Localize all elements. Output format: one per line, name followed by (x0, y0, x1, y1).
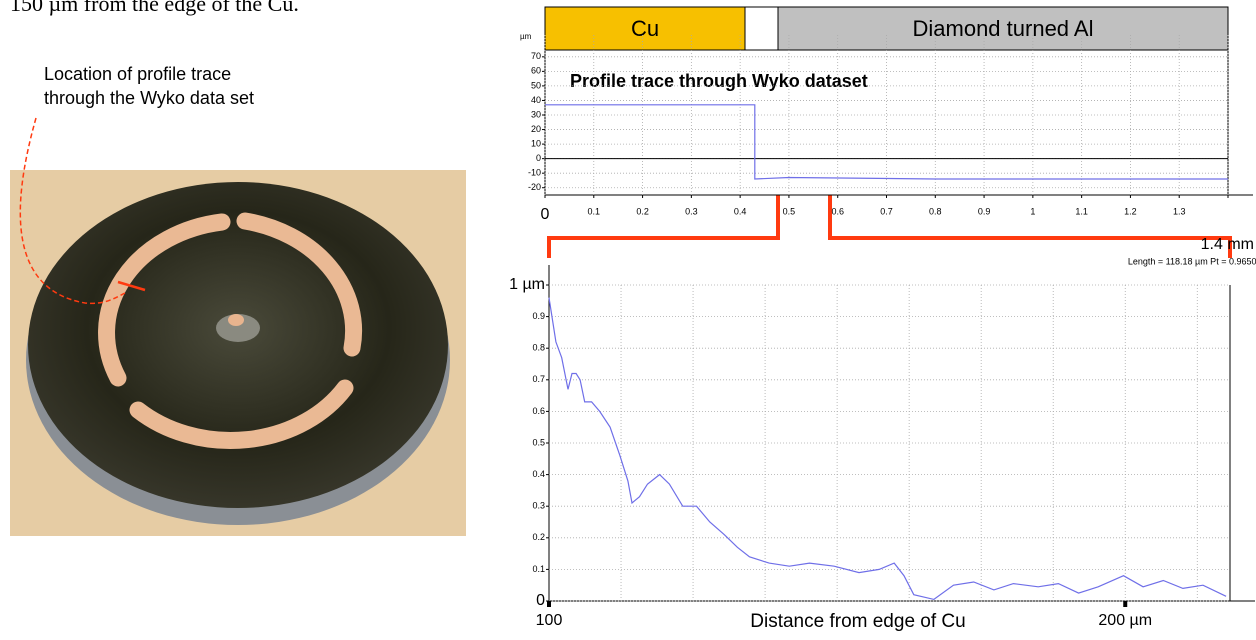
zoom-connector (549, 195, 1230, 258)
x-tick-label: 0.9 (978, 206, 991, 216)
y-tick-label: -20 (528, 182, 541, 192)
y-tick-label: 10 (531, 138, 541, 148)
y-tick-label: 0.5 (532, 437, 545, 447)
x-tick-label: 0.4 (734, 206, 747, 216)
x-tick-label: 1.2 (1124, 206, 1137, 216)
y-tick-label: 0.1 (532, 564, 545, 574)
y-tick-label: 0.9 (532, 311, 545, 321)
y-tick-label: 60 (531, 66, 541, 76)
x-tick-label: 1.1 (1075, 206, 1088, 216)
y-tick-label: 0 (536, 153, 541, 163)
x-tick-label: 0.2 (636, 206, 649, 216)
slide: 150 µm from the edge of the Cu. Location… (0, 0, 1256, 640)
y-tick-label: 20 (531, 124, 541, 134)
y-tick-label: 0.2 (532, 532, 545, 542)
y-tick-label: 0.3 (532, 501, 545, 511)
y-tick-label: 0 (536, 592, 545, 609)
y-tick-label: 70 (531, 51, 541, 61)
x-tick-label: 100 (536, 612, 563, 629)
y-tick-label: 0.7 (532, 374, 545, 384)
region-bar: Cu Diamond turned Al (545, 7, 1228, 50)
y-axis-label: µm (520, 32, 532, 41)
region-gap (745, 7, 778, 50)
y-tick-label: 30 (531, 109, 541, 119)
page: 150 µm from the edge of the Cu. Location… (0, 0, 1256, 640)
caption: 150 µm from the edge of the Cu. (10, 0, 299, 16)
annotation: Length = 118.18 µm Pt = 0.96507 µm Scale… (1128, 256, 1256, 266)
connector (830, 195, 1230, 258)
x-tick-label: 0 (541, 206, 550, 223)
x-tick-label: 0.6 (831, 206, 844, 216)
x-tick-label: 0.8 (929, 206, 942, 216)
y-tick-label: -10 (528, 168, 541, 178)
y-tick-label: 50 (531, 80, 541, 90)
chart-title: Profile trace through Wyko dataset (570, 71, 868, 91)
region-label: Cu (631, 16, 659, 41)
hub-center (228, 314, 244, 326)
photo (10, 118, 466, 536)
x-tick-label: 1.4 mm (1201, 236, 1254, 253)
disk (28, 182, 448, 508)
region-label: Diamond turned Al (913, 16, 1094, 41)
x-tick-label: 0.5 (783, 206, 796, 216)
x-tick-label: 200 µm (1098, 612, 1152, 629)
x-tick-label: 1 (1030, 206, 1035, 216)
x-tick-label: 0.1 (588, 206, 601, 216)
y-tick-label: 0.6 (532, 406, 545, 416)
x-tick-label: 0.3 (685, 206, 698, 216)
y-tick-label: 40 (531, 95, 541, 105)
connector (549, 195, 778, 258)
data-line (549, 298, 1226, 600)
y-tick-label: 0.4 (532, 469, 545, 479)
y-tick-label: 1 µm (509, 276, 545, 293)
x-tick-label: 1.3 (1173, 206, 1186, 216)
photo-label: Location of profile trace (44, 64, 231, 84)
y-tick-label: 0.8 (532, 343, 545, 353)
x-axis-label: Distance from edge of Cu (750, 611, 965, 632)
x-tick-label: 0.7 (880, 206, 893, 216)
photo-label: through the Wyko data set (44, 88, 254, 108)
